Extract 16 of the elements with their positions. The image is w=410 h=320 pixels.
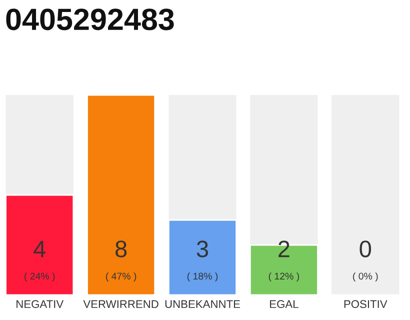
annotation: ( 24% ) (24, 272, 55, 282)
data-label: 4 (34, 240, 46, 258)
annotation: ( 47% ) (106, 272, 136, 282)
annotation: ( 0% ) (353, 272, 378, 282)
annotation: ( 18% ) (187, 272, 218, 282)
data-label: 2 (278, 240, 290, 258)
data-label: 3 (196, 240, 208, 258)
data-label: 8 (116, 240, 127, 258)
chart-title: 0405292483 (6, 8, 174, 30)
x-tick-label: EGAL (270, 300, 298, 308)
x-tick-label: UNBEKANNTE (165, 300, 240, 308)
x-tick-label: VERWIRREND (83, 300, 158, 308)
x-tick-label: POSITIV (344, 300, 388, 308)
x-tick-label: NEGATIV (16, 300, 64, 308)
annotation: ( 12% ) (268, 272, 300, 282)
data-label: 0 (360, 240, 372, 258)
